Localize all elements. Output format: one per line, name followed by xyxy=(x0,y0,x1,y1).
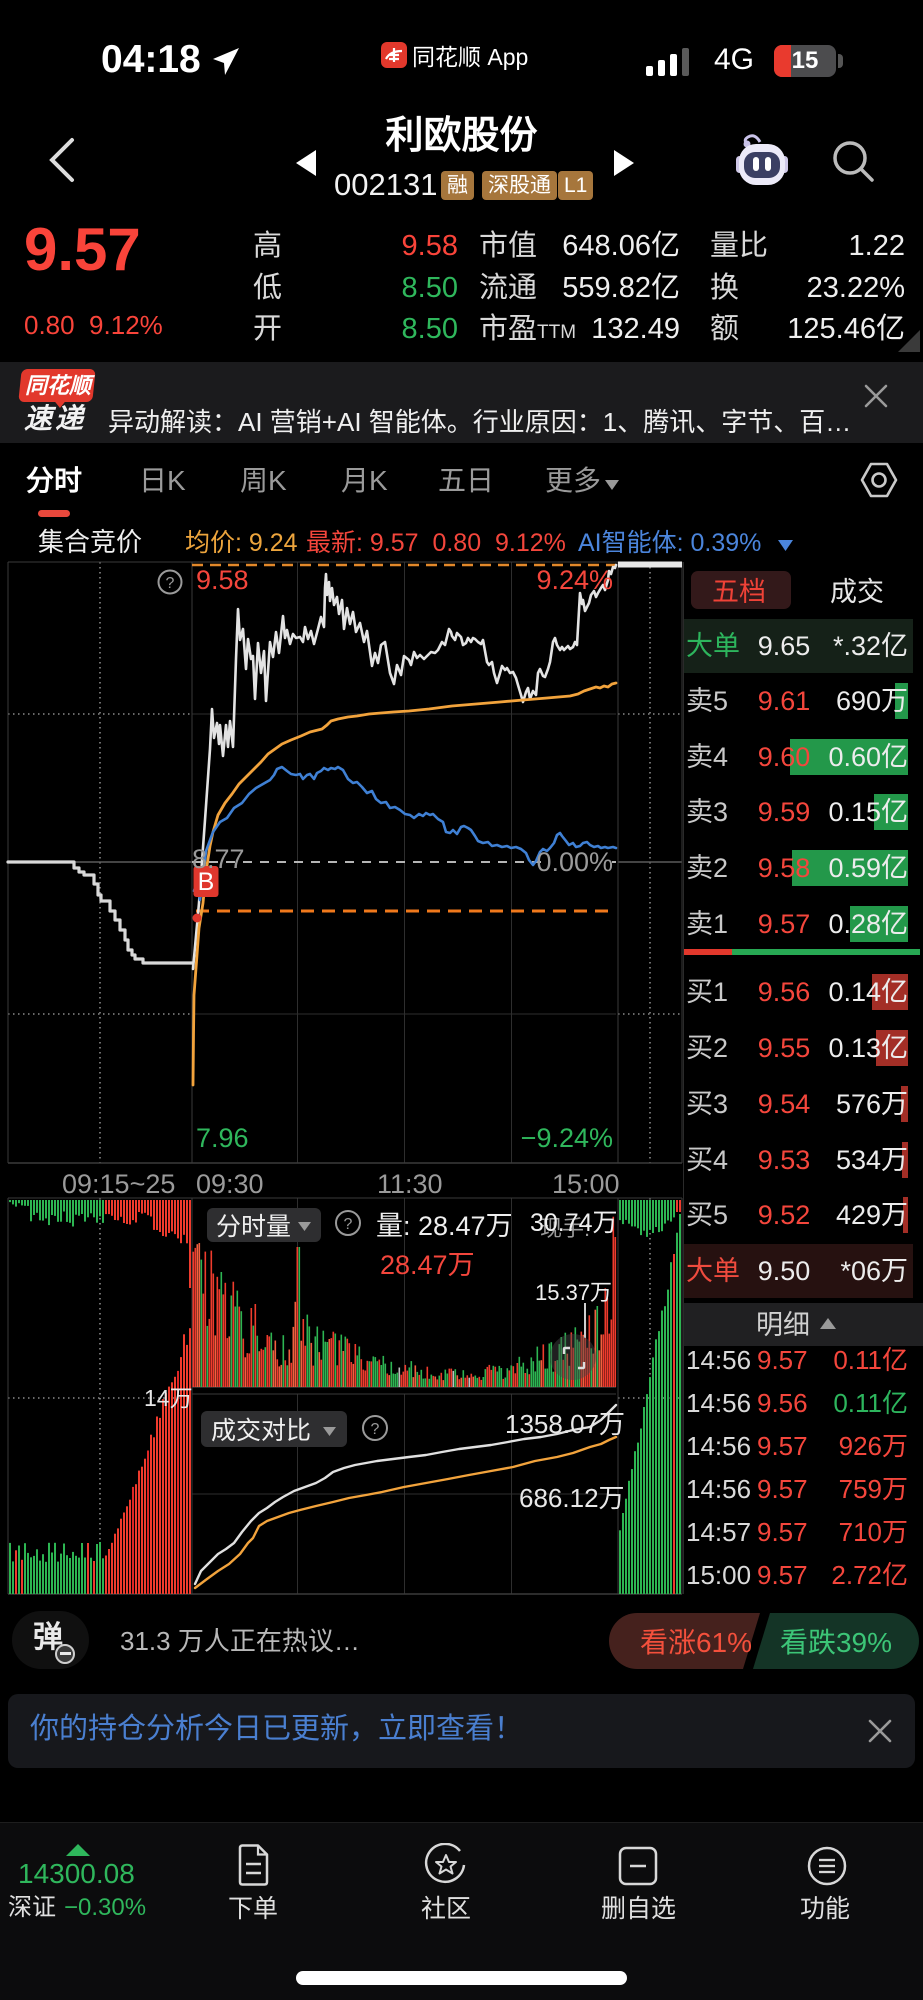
svg-text:看涨61%: 看涨61% xyxy=(640,1627,752,1658)
svg-text:?: ? xyxy=(371,1421,380,1438)
svg-text:看跌39%: 看跌39% xyxy=(780,1627,892,1658)
svg-text:?: ? xyxy=(344,1216,353,1233)
svg-text:?: ? xyxy=(166,575,175,592)
svg-text:B: B xyxy=(198,868,215,896)
